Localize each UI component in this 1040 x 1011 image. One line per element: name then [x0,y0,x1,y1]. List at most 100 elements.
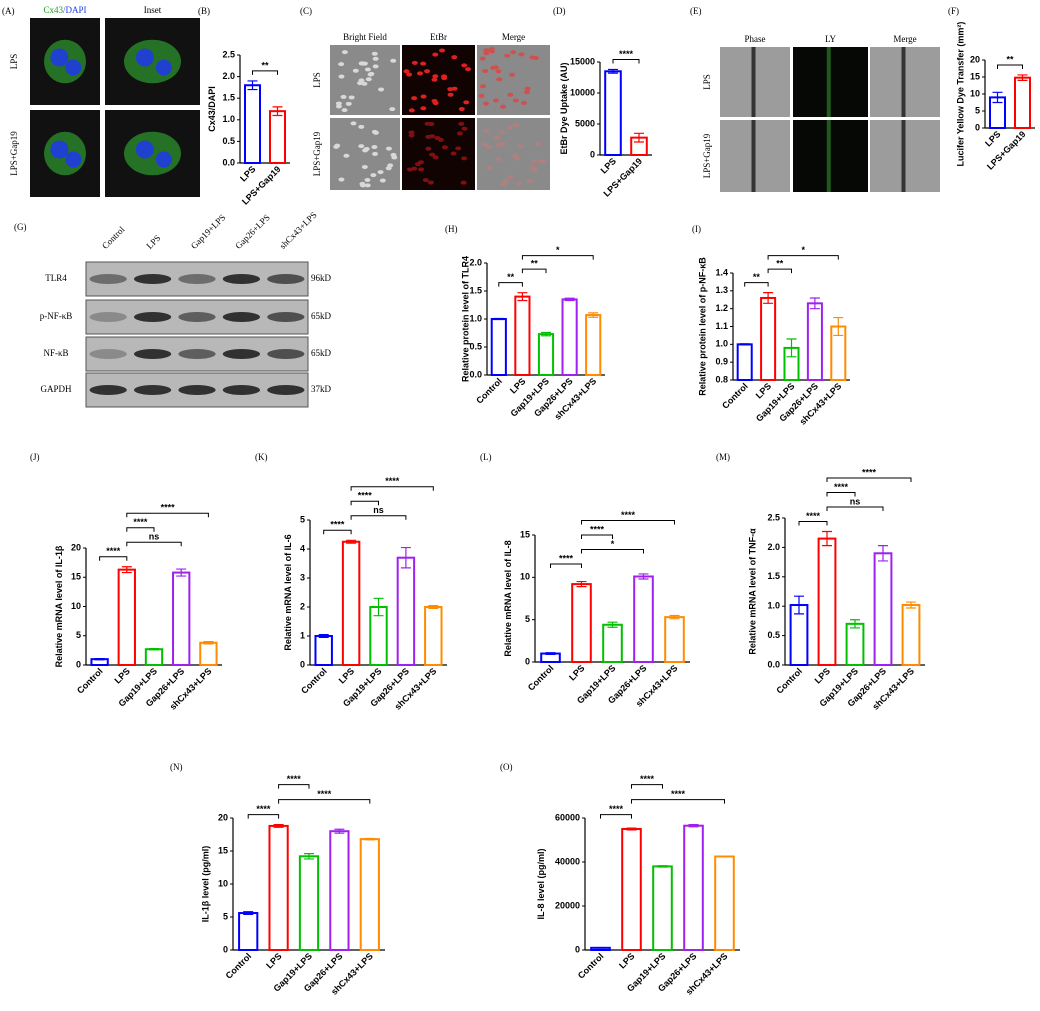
significance-bracket [581,534,613,539]
column-label: LY [825,34,837,44]
error-bar [272,106,283,117]
bar [652,865,673,952]
error-bar [400,546,411,569]
cell [535,142,542,147]
bar [571,583,592,664]
panel-label: (E) [690,6,702,16]
x-tick-label: LPS [508,376,527,395]
panel-label: (H) [445,224,458,234]
significance-bracket [126,512,209,518]
band-size: 37kD [311,384,332,394]
significance-bracket [581,548,644,554]
cell [509,72,516,77]
bar [1014,76,1031,129]
x-tick-label: LPS [337,666,356,685]
y-tick-label: 0.0 [767,659,780,669]
y-axis-label: Relative mRNA level of TNF-α [748,528,758,655]
cell [362,148,369,153]
significance-label: **** [834,482,849,492]
cell [364,67,371,72]
cell [348,95,355,100]
column-label: Merge [502,32,525,42]
significance-bracket [631,799,725,804]
cell [482,69,489,74]
panel-label: (D) [553,6,566,16]
cell [356,81,363,86]
significance-bracket [798,521,828,526]
error-bar [247,80,258,91]
band [133,349,172,359]
x-tick-label: Control [299,666,329,696]
cell [427,180,434,185]
error-bar [243,911,254,915]
y-tick-label: 60000 [555,812,580,822]
panel-label: (N) [170,762,183,772]
y-tick-label: 20 [71,542,81,552]
y-tick-label: 0 [590,149,595,159]
x-tick-label: Control [774,666,804,696]
cell [500,182,507,187]
x-tick-label: Control [720,381,750,411]
row-label: LPS+Gap19 [9,131,19,176]
bar [537,333,555,376]
panel-label: (B) [198,6,210,16]
significance-bracket [826,477,912,483]
x-tick-label: LPS [813,666,832,685]
y-tick-label: 1.5 [469,285,482,295]
lane-label: shCx43+LPS [278,210,319,251]
y-tick-label: 0 [300,659,305,669]
cell [458,121,465,126]
error-bar [688,824,699,828]
cell [377,170,384,175]
lane-label: Control [100,224,127,251]
cell [441,145,448,150]
cell [335,104,342,109]
significance-label: **** [590,524,605,534]
cell [379,178,386,183]
y-axis-label: Relative mRNA level of IL-8 [503,540,513,656]
bar [238,912,259,951]
cell [437,137,444,142]
y-tick-label: 2.5 [222,49,235,59]
error-bar [493,317,504,321]
cell [338,62,345,67]
cell [417,160,424,165]
micrograph [477,118,550,190]
nucleus [155,59,172,76]
significance-bracket [278,784,310,789]
error-bar [541,331,551,337]
cell [439,48,446,53]
cell [483,51,490,56]
band [178,274,216,284]
y-tick-label: 1.2 [715,303,728,313]
row-label: LPS [312,72,322,88]
cell [456,131,463,136]
band [222,274,261,284]
cell [420,61,427,66]
significance-label: **** [287,774,302,784]
band [222,349,261,359]
error-bar [203,641,214,645]
significance-bracket [521,268,547,274]
y-tick-label: 15 [970,71,980,81]
x-tick-label: shCx43+LPS [552,376,598,422]
bar [714,855,735,951]
significance-bracket [826,492,856,497]
cell [507,175,514,180]
cell [390,58,397,63]
error-bar [176,568,187,577]
bar [314,635,333,666]
panel-label: (O) [500,762,513,772]
x-tick-label: shCx43+LPS [798,381,844,427]
significance-label: ** [776,258,784,268]
y-tick-label: 0 [975,122,980,132]
panel-label: (I) [692,224,701,234]
significance-bracket [498,282,523,287]
y-tick-label: 2.5 [767,512,780,522]
band [89,349,127,359]
y-tick-label: 0 [525,656,530,666]
row-label: TLR4 [45,273,67,283]
error-bar [373,597,384,617]
row-label: NF-κB [43,348,68,358]
cell [350,121,357,126]
